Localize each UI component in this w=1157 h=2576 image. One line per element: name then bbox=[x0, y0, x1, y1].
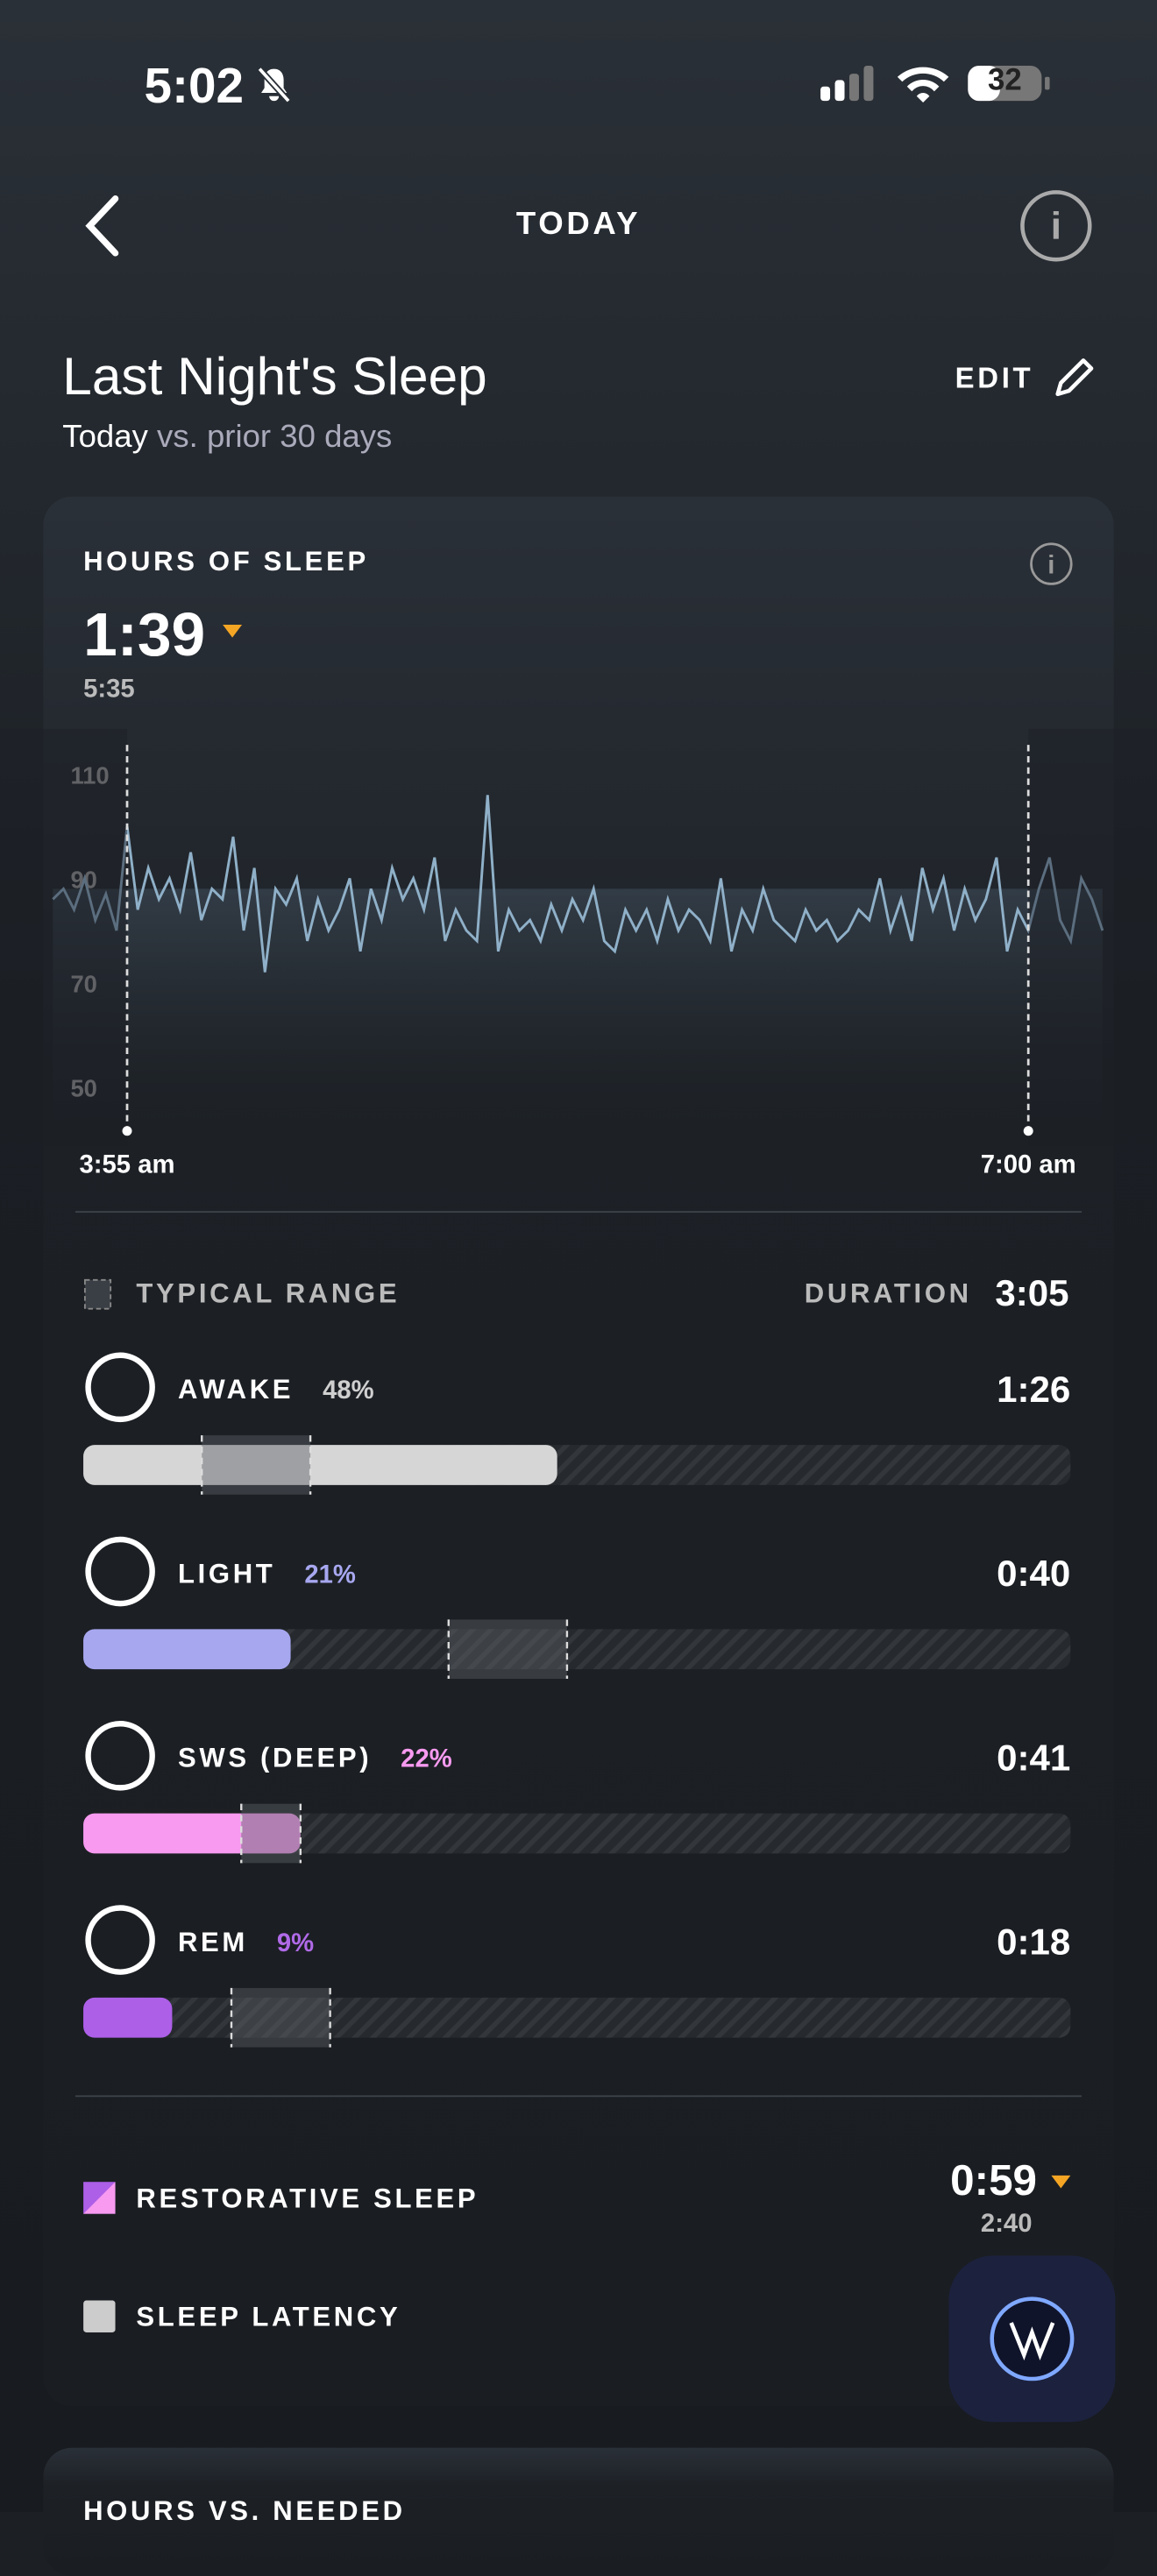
status-time: 5:02 bbox=[144, 57, 244, 114]
stage-toggle[interactable] bbox=[85, 1352, 155, 1423]
stage-time: 1:26 bbox=[997, 1369, 1070, 1410]
edit-icon[interactable] bbox=[1048, 352, 1100, 404]
typical-range-icon bbox=[83, 1278, 112, 1310]
down-arrow bbox=[1051, 2175, 1071, 2189]
restorative-icon bbox=[83, 2182, 116, 2214]
page-subtitle: Today vs. prior 30 days bbox=[62, 420, 392, 456]
divider bbox=[75, 2095, 1082, 2098]
coach-button[interactable] bbox=[948, 2255, 1116, 2423]
x-tick-dot bbox=[1023, 1126, 1033, 1136]
stage-time: 0:18 bbox=[997, 1921, 1070, 1963]
info-button[interactable]: i bbox=[1019, 189, 1093, 263]
latency-label: SLEEP LATENCY bbox=[136, 2302, 401, 2333]
restorative-baseline: 2:40 bbox=[980, 2211, 1033, 2239]
stage-bar bbox=[83, 1445, 557, 1485]
y-tick-label: 110 bbox=[70, 762, 109, 789]
stage-name: SWS (DEEP) bbox=[178, 1743, 372, 1773]
battery-level: 32 bbox=[988, 64, 1022, 98]
header-title: TODAY bbox=[515, 206, 642, 243]
outside-shade bbox=[1028, 728, 1157, 1146]
typical-range bbox=[241, 1803, 301, 1864]
legend-label: TYPICAL RANGE bbox=[136, 1277, 401, 1309]
page-title: Last Night's Sleep bbox=[62, 345, 487, 406]
down-arrow bbox=[223, 625, 243, 638]
stage-time: 0:40 bbox=[997, 1553, 1070, 1594]
stage-percent: 9% bbox=[277, 1929, 314, 1957]
stage-name: LIGHT bbox=[178, 1558, 276, 1589]
divider bbox=[75, 1211, 1082, 1214]
latency-icon bbox=[83, 2300, 116, 2333]
stage-toggle[interactable] bbox=[85, 1536, 155, 1607]
typical-range bbox=[448, 1619, 567, 1680]
svg-text:i: i bbox=[1047, 552, 1054, 580]
edit-button[interactable]: EDIT bbox=[955, 362, 1034, 394]
mute-icon bbox=[257, 67, 291, 103]
card-info[interactable]: i bbox=[1027, 540, 1075, 588]
stage-time: 0:41 bbox=[997, 1737, 1070, 1778]
restorative-label: RESTORATIVE SLEEP bbox=[136, 2183, 479, 2214]
bar-track bbox=[83, 1813, 1071, 1854]
card-title: HOURS OF SLEEP bbox=[83, 546, 369, 577]
next-card-title: HOURS VS. NEEDED bbox=[83, 2495, 406, 2527]
chart-area bbox=[53, 888, 1103, 1139]
stage-name: REM bbox=[178, 1927, 248, 1957]
typical-range bbox=[231, 1987, 330, 2048]
restorative-value: 0:59 bbox=[950, 2155, 1037, 2204]
heart-rate-line bbox=[52, 795, 1104, 973]
typical-range bbox=[202, 1435, 311, 1495]
stage-toggle[interactable] bbox=[85, 1721, 155, 1791]
x-tick-dot bbox=[122, 1126, 132, 1136]
svg-text:i: i bbox=[1051, 204, 1061, 247]
stage-percent: 48% bbox=[323, 1376, 374, 1405]
duration-label: DURATION bbox=[804, 1277, 972, 1309]
duration-value: 3:05 bbox=[995, 1271, 1069, 1314]
stage-bar bbox=[83, 1997, 173, 2038]
y-tick-label: 50 bbox=[70, 1074, 96, 1101]
x-tick-label: 7:00 am bbox=[981, 1150, 1076, 1178]
stage-name: AWAKE bbox=[178, 1374, 294, 1405]
outside-shade bbox=[0, 728, 128, 1146]
stage-percent: 22% bbox=[401, 1745, 452, 1773]
y-tick-label: 70 bbox=[70, 970, 96, 997]
subtitle-rest: vs. prior 30 days bbox=[157, 420, 393, 456]
next-card: HOURS VS. NEEDED bbox=[43, 2447, 1114, 2576]
subtitle-lead: Today bbox=[62, 420, 148, 456]
stage-list: AWAKE 48% 1:26 LIGHT 21% 0:40 SWS (DEEP) 22% 0:4… bbox=[83, 1352, 1071, 2048]
hours-value: 1:39 bbox=[83, 602, 206, 670]
x-tick-label: 3:55 am bbox=[80, 1150, 175, 1178]
stage-toggle[interactable] bbox=[85, 1905, 155, 1975]
stage-bar bbox=[83, 1629, 291, 1670]
stage-percent: 21% bbox=[304, 1560, 356, 1589]
back-button[interactable] bbox=[77, 192, 125, 259]
bar-track bbox=[83, 1629, 1071, 1670]
stage-bar bbox=[83, 1813, 301, 1854]
hours-baseline: 5:35 bbox=[83, 676, 135, 704]
status-icons bbox=[820, 65, 1050, 103]
